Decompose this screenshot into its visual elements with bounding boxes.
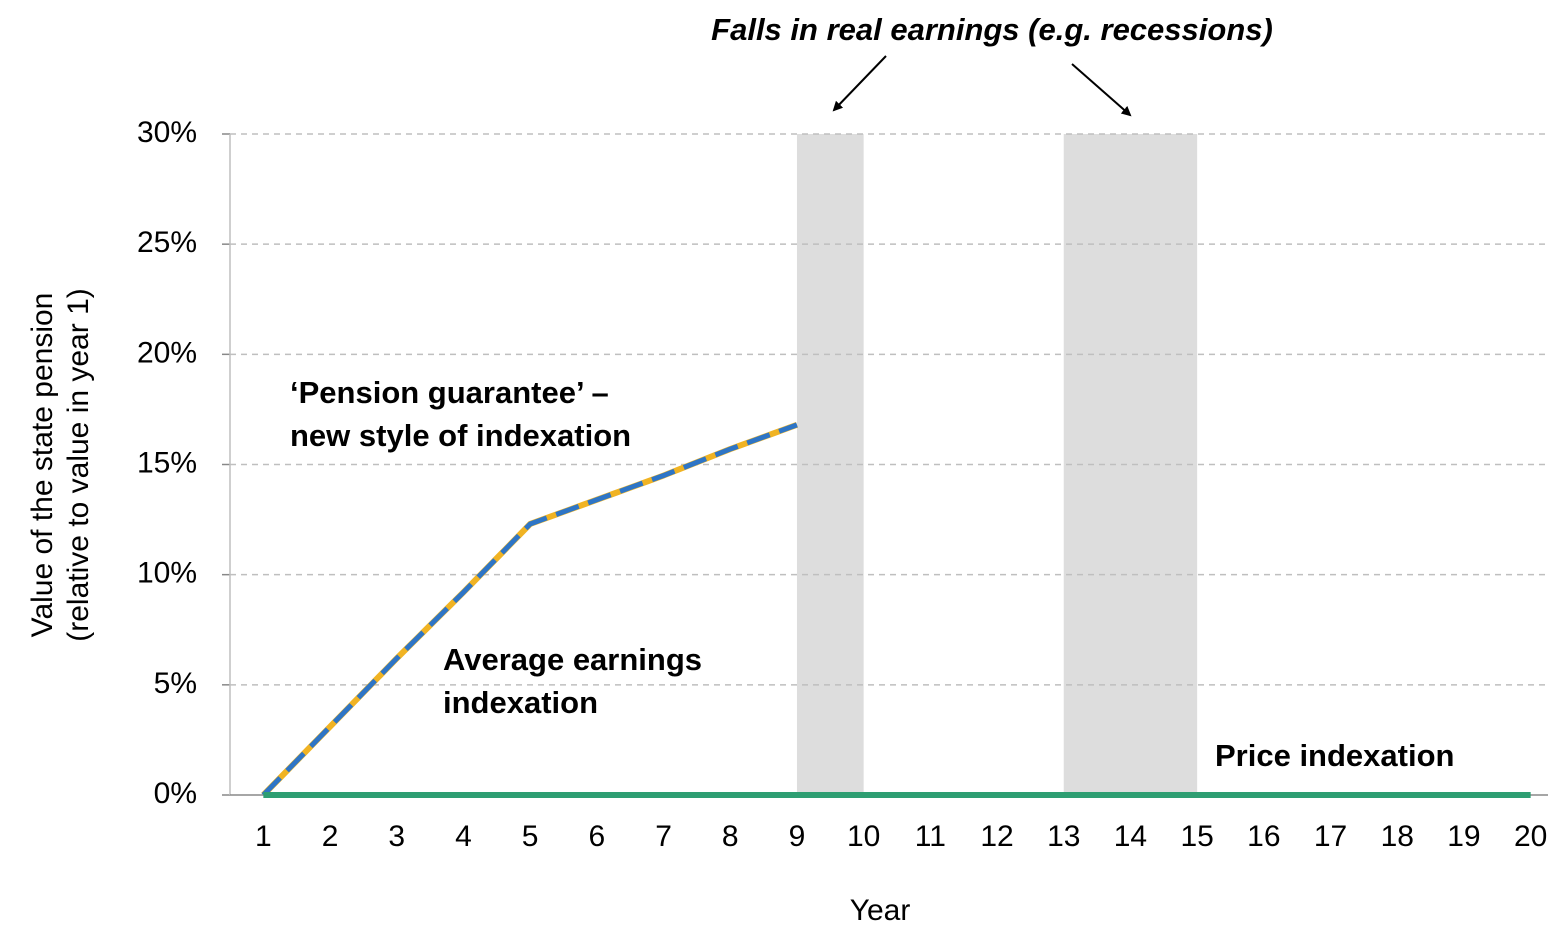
shaded-range — [1063, 134, 1198, 795]
x-tick-label: 17 — [1314, 820, 1347, 853]
series-line — [261, 422, 798, 798]
x-tick-label: 8 — [722, 820, 739, 853]
series-line — [261, 422, 798, 797]
series-label: Average earnings indexation — [443, 642, 702, 720]
x-tick-label: 13 — [1047, 820, 1080, 853]
x-tick-label: 20 — [1514, 820, 1547, 853]
x-axis-label: Year — [850, 894, 911, 927]
y-tick-label: 5% — [154, 667, 197, 700]
x-tick-label: 2 — [322, 820, 339, 853]
x-tick-label: 16 — [1247, 820, 1280, 853]
x-tick-label: 18 — [1381, 820, 1414, 853]
x-tick-label: 4 — [455, 820, 472, 853]
x-tick-label: 9 — [789, 820, 806, 853]
y-axis-label: Value of the state pension — [26, 293, 59, 638]
shaded-range — [796, 134, 864, 795]
x-tick-label: 19 — [1447, 820, 1480, 853]
x-tick-label: 15 — [1180, 820, 1213, 853]
x-tick-label: 10 — [847, 820, 880, 853]
y-tick-label: 25% — [137, 226, 197, 259]
annotation: Falls in real earnings (e.g. recessions) — [711, 12, 1273, 47]
y-tick-label: 0% — [154, 777, 197, 810]
x-tick-label: 7 — [655, 820, 672, 853]
annotation-arrow — [832, 55, 887, 112]
y-tick-label: 10% — [137, 557, 197, 590]
x-tick-label: 11 — [915, 820, 946, 853]
series-label: Price indexation — [1215, 738, 1454, 773]
series-label: ‘Pension guarantee’ – new style of indexa… — [290, 375, 631, 453]
x-tick-label: 3 — [388, 820, 405, 853]
x-tick-label: 6 — [589, 820, 606, 853]
x-tick-label: 12 — [980, 820, 1013, 853]
x-tick-label: 5 — [522, 820, 539, 853]
y-tick-label: 30% — [137, 116, 197, 149]
x-tick-label: 14 — [1114, 820, 1147, 853]
y-tick-label: 15% — [137, 446, 197, 479]
y-tick-label: 20% — [137, 336, 197, 369]
annotation-arrow — [1071, 63, 1132, 117]
y-axis-label: (relative to value in year 1) — [62, 288, 95, 642]
x-tick-label: 1 — [255, 820, 272, 853]
